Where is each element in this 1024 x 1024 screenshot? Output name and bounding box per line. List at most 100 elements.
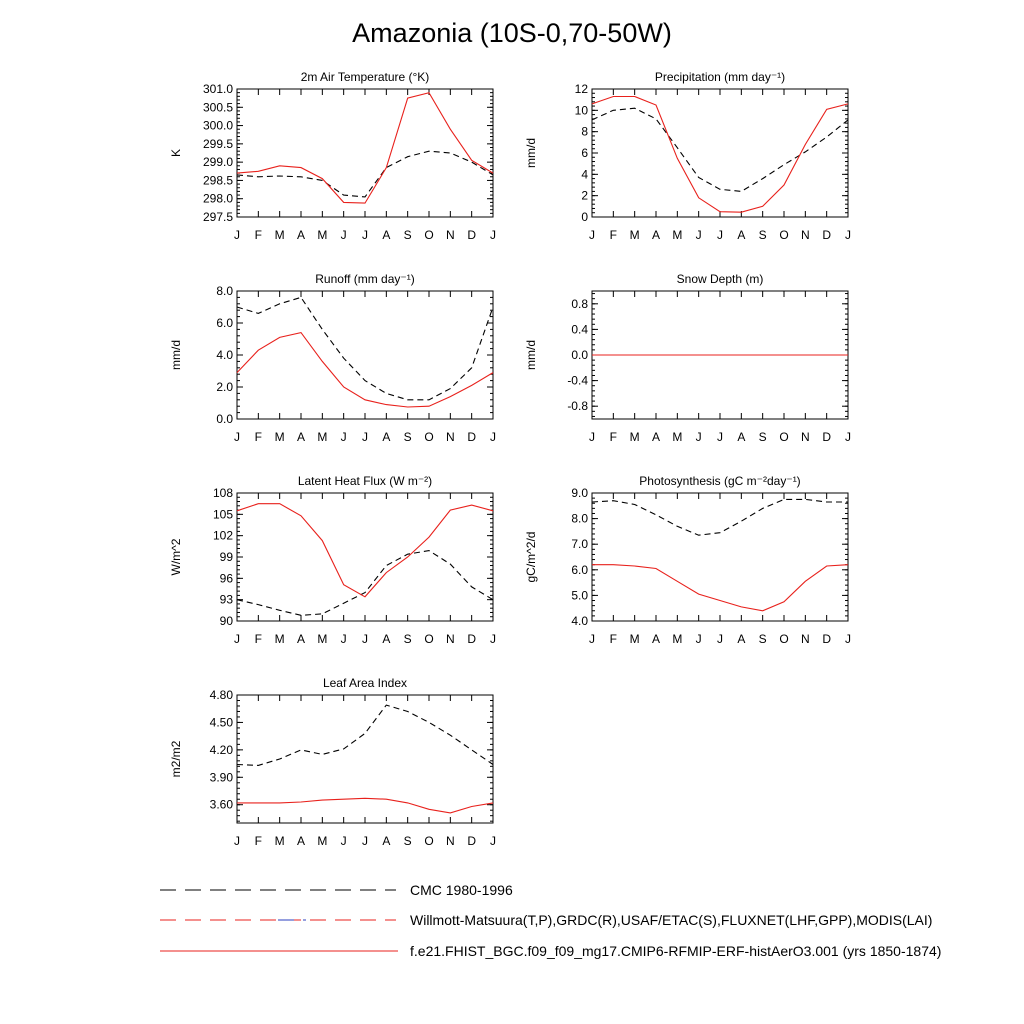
x-tick-label: D — [822, 228, 831, 242]
y-tick-label: 0.0 — [216, 412, 233, 426]
chart-title: Precipitation (mm day⁻¹) — [655, 70, 785, 84]
series-line-obs — [591, 107, 849, 192]
x-tick-label: J — [696, 430, 702, 444]
x-tick-label: F — [255, 228, 262, 242]
legend-label: f.e21.FHIST_BGC.f09_f09_mg17.CMIP6-RFMIP… — [410, 943, 942, 959]
x-tick-label: J — [341, 834, 347, 848]
chart-title: Latent Heat Flux (W m⁻²) — [298, 474, 432, 488]
series-line-model — [236, 92, 494, 204]
x-tick-label: A — [382, 834, 390, 848]
x-tick-label: J — [490, 228, 496, 242]
x-tick-label: O — [424, 430, 433, 444]
x-tick-label: J — [589, 228, 595, 242]
y-tick-label: -0.4 — [567, 374, 588, 388]
x-tick-label: O — [424, 228, 433, 242]
x-tick-label: J — [589, 632, 595, 646]
x-tick-label: A — [737, 430, 745, 444]
x-tick-label: M — [630, 632, 640, 646]
y-tick-label: 2.0 — [216, 380, 233, 394]
x-tick-label: J — [341, 228, 347, 242]
x-tick-label: S — [404, 430, 412, 444]
x-tick-label: A — [297, 228, 305, 242]
x-tick-label: F — [610, 632, 617, 646]
y-tick-label: 12 — [575, 82, 589, 96]
series-line-model — [237, 797, 494, 814]
y-tick-label: 7.0 — [571, 537, 588, 551]
x-tick-label: A — [652, 632, 660, 646]
chart-title: Photosynthesis (gC m⁻²day⁻¹) — [639, 474, 800, 488]
y-tick-label: 300.5 — [203, 100, 233, 114]
y-tick-label: 9.0 — [571, 486, 588, 500]
y-tick-label: 102 — [213, 529, 233, 543]
x-tick-label: A — [297, 430, 305, 444]
x-tick-label: D — [467, 834, 476, 848]
x-tick-label: S — [759, 228, 767, 242]
x-tick-label: J — [490, 632, 496, 646]
y-tick-label: -0.8 — [567, 399, 588, 413]
y-tick-label: 3.90 — [210, 770, 234, 784]
y-tick-label: 105 — [213, 507, 233, 521]
x-tick-label: J — [589, 430, 595, 444]
y-tick-label: 4.50 — [210, 715, 234, 729]
x-tick-label: N — [446, 430, 455, 444]
y-tick-label: 4 — [581, 167, 588, 181]
x-tick-label: F — [255, 834, 262, 848]
y-tick-label: 6 — [581, 146, 588, 160]
x-tick-label: D — [822, 430, 831, 444]
x-tick-label: J — [234, 632, 240, 646]
x-tick-label: J — [717, 632, 723, 646]
x-tick-label: O — [424, 834, 433, 848]
x-tick-label: M — [275, 430, 285, 444]
chart-title: Runoff (mm day⁻¹) — [315, 272, 414, 286]
x-tick-label: O — [779, 430, 788, 444]
legend-label: Willmott-Matsuura(T,P),GRDC(R),USAF/ETAC… — [410, 912, 933, 928]
x-tick-label: M — [630, 228, 640, 242]
x-tick-label: F — [610, 228, 617, 242]
y-tick-label: 90 — [220, 614, 234, 628]
x-tick-label: F — [255, 632, 262, 646]
legend-swatch-solid-red — [160, 950, 398, 952]
plot-frame — [236, 492, 494, 622]
x-tick-label: A — [297, 834, 305, 848]
x-tick-label: M — [317, 430, 327, 444]
chart-title: Snow Depth (m) — [677, 272, 764, 286]
x-tick-label: N — [446, 834, 455, 848]
legend-label: CMC 1980-1996 — [410, 882, 513, 898]
series-line-model — [236, 331, 494, 408]
x-tick-label: D — [467, 228, 476, 242]
x-tick-label: M — [317, 632, 327, 646]
series-line-obs — [236, 150, 494, 198]
series-line-obs — [236, 296, 494, 401]
y-tick-label: 301.0 — [203, 82, 233, 96]
y-tick-label: 299.5 — [203, 137, 233, 151]
x-tick-label: D — [467, 632, 476, 646]
series-line-obs — [591, 498, 848, 536]
x-tick-label: M — [630, 430, 640, 444]
chart-title: 2m Air Temperature (°K) — [301, 70, 430, 84]
y-tick-label: 10 — [575, 103, 589, 117]
page-title: Amazonia (10S-0,70-50W) — [352, 18, 672, 48]
plot-frame — [591, 492, 849, 622]
x-tick-label: J — [845, 228, 851, 242]
x-tick-label: J — [341, 430, 347, 444]
x-tick-label: S — [404, 834, 412, 848]
x-tick-label: J — [362, 632, 368, 646]
x-tick-label: O — [424, 632, 433, 646]
series-line-model — [592, 564, 849, 612]
legend-swatch-dash-red-blue — [160, 919, 396, 921]
x-tick-label: J — [362, 430, 368, 444]
x-tick-label: J — [717, 430, 723, 444]
x-tick-label: J — [362, 834, 368, 848]
y-tick-label: 0.8 — [571, 297, 588, 311]
y-tick-label: 8.0 — [571, 512, 588, 526]
x-tick-label: D — [467, 430, 476, 444]
y-tick-label: 99 — [220, 550, 234, 564]
x-tick-label: J — [234, 834, 240, 848]
series-line-obs — [236, 550, 494, 616]
x-tick-label: M — [672, 228, 682, 242]
chart-title: Leaf Area Index — [323, 676, 407, 690]
x-tick-label: N — [446, 632, 455, 646]
x-tick-label: J — [362, 228, 368, 242]
x-tick-label: S — [404, 228, 412, 242]
plot-frame — [236, 694, 494, 824]
